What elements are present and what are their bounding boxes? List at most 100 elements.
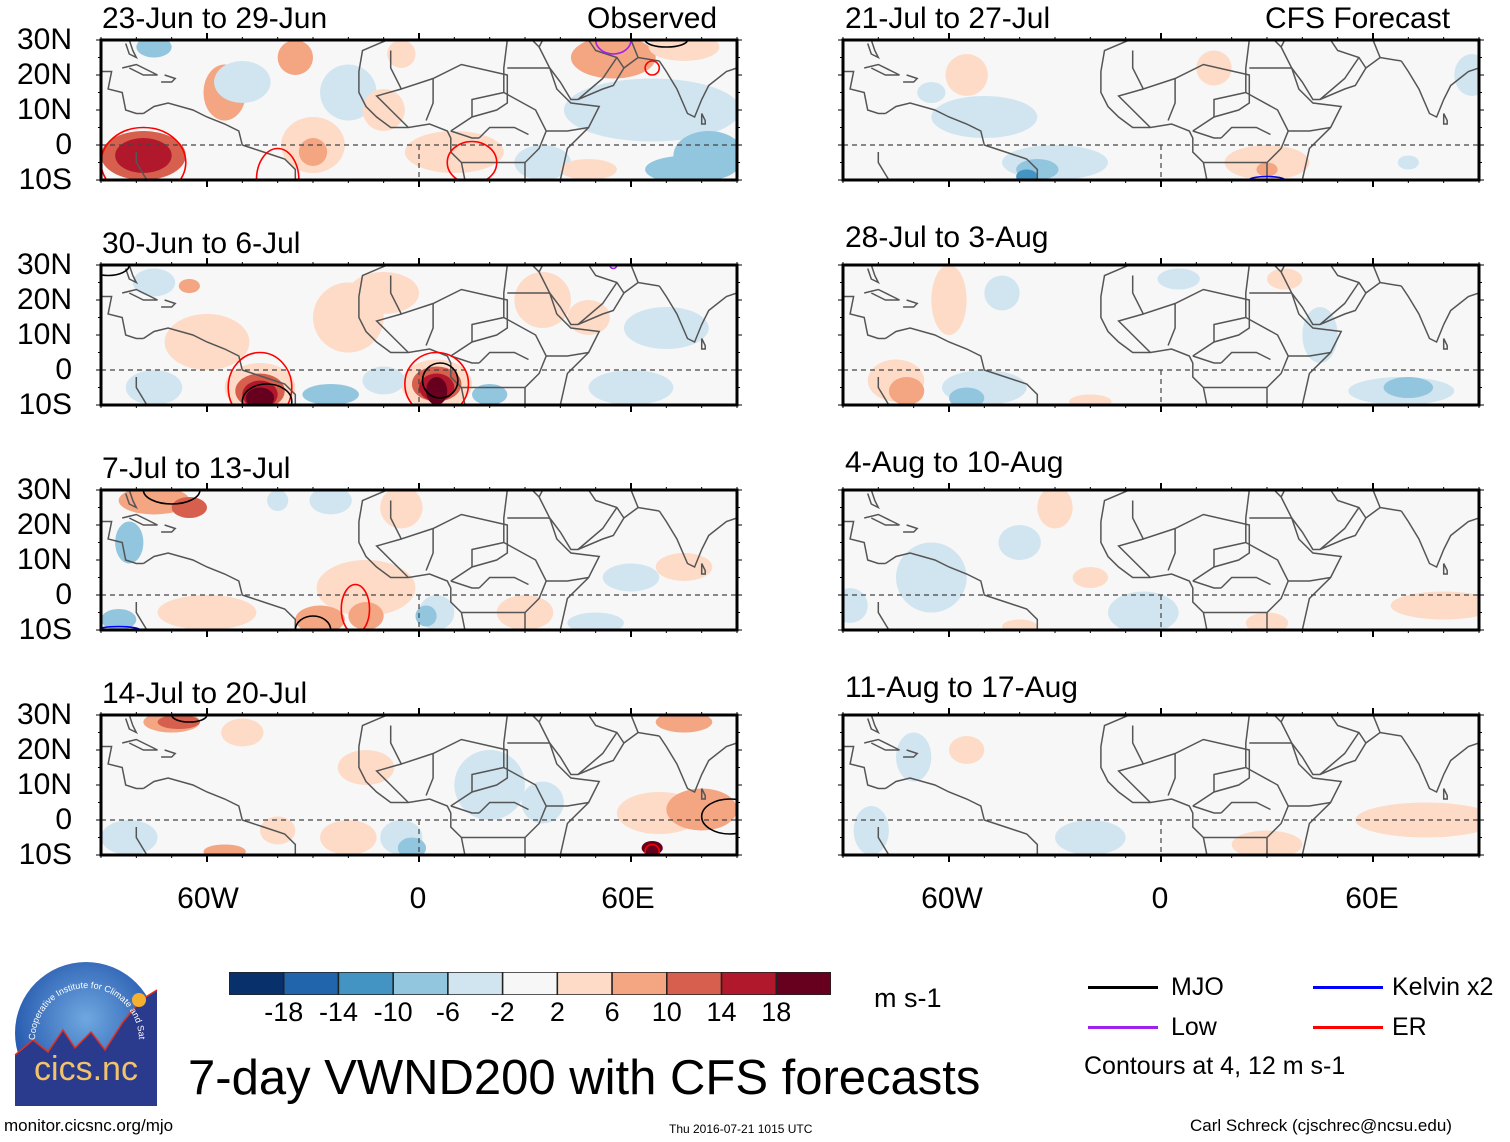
coastline (864, 288, 900, 301)
anomaly-region (645, 155, 730, 180)
coastline (358, 40, 601, 180)
coastline (389, 50, 509, 132)
contour-low (609, 265, 618, 270)
legend-line-kelvin (1313, 986, 1383, 989)
contour-er (340, 583, 371, 630)
coastline (546, 801, 589, 807)
coastline (546, 351, 589, 357)
coastline (375, 763, 409, 804)
anomaly-region (521, 781, 564, 824)
colorbar-tick-label: -6 (435, 997, 460, 1027)
colorbar-tick-label: -18 (264, 997, 304, 1027)
coastline (877, 827, 890, 855)
coastline (630, 265, 639, 283)
x-tick-label: 0 (409, 882, 427, 915)
y-tick-label: 0 (55, 353, 72, 386)
coastline (577, 507, 618, 551)
coastline (358, 521, 466, 630)
coastline (658, 265, 737, 344)
coastline (1100, 296, 1208, 405)
y-tick-label: 30N (16, 473, 72, 506)
coastline (375, 538, 409, 579)
coastline (101, 520, 144, 565)
coastline (124, 715, 138, 735)
logo-text: cics.nc (34, 1050, 138, 1088)
colorbar-swatch (720, 971, 778, 996)
anomaly-region (1055, 820, 1126, 855)
anomaly-region (221, 718, 264, 747)
anomaly-region (115, 521, 144, 564)
anomaly-region (157, 595, 257, 630)
coastline (884, 552, 1039, 630)
panel-title: 4-Aug to 10-Aug (845, 446, 1064, 479)
coastline (1442, 788, 1448, 800)
colorbar-tick-label: 14 (706, 997, 737, 1027)
anomaly-region (260, 816, 296, 845)
coastline (478, 351, 529, 364)
y-tick-label: 20N (16, 733, 72, 766)
contour-er (644, 843, 661, 855)
coastline (135, 377, 148, 405)
anomaly-region (945, 54, 988, 96)
anomaly-region (1069, 394, 1112, 405)
contour-er (404, 351, 470, 405)
coastline (1192, 805, 1222, 814)
y-tick-label: 10N (16, 768, 72, 801)
y-tick-label: 20N (16, 58, 72, 91)
anomaly-region (1016, 169, 1038, 180)
anomaly-region (125, 370, 183, 405)
contour-kelvin (1248, 175, 1286, 180)
contour-er (446, 140, 498, 180)
coastline (124, 265, 138, 285)
coastline (866, 490, 880, 510)
contour-mjo (700, 798, 737, 835)
y-tick-label: 10S (18, 388, 72, 421)
coastline (101, 70, 144, 115)
coastline (142, 327, 297, 405)
anomaly-region (362, 366, 405, 395)
coastline (389, 725, 509, 807)
coastline (1192, 580, 1222, 589)
source-url[interactable]: monitor.cicsnc.org/mjo (4, 1116, 174, 1135)
anomaly-region (178, 279, 200, 293)
coastline (1442, 563, 1448, 575)
coastline (101, 295, 144, 340)
colorbar-units: m s-1 (874, 983, 942, 1013)
coastline (866, 40, 880, 60)
colorbar-swatch (392, 971, 449, 996)
coastline (864, 738, 900, 751)
legend-label-kelvin: Kelvin x2 (1392, 973, 1494, 1001)
contour-er (255, 147, 300, 180)
map-panel-obs-4 (96, 708, 742, 862)
colorbar-tick-label: 18 (761, 997, 792, 1027)
anomaly-region (136, 40, 172, 58)
map-panel-obs-3 (96, 483, 742, 637)
contour-mjo (170, 715, 208, 723)
coastline (864, 63, 900, 76)
coastline (700, 788, 706, 800)
anomaly-region (337, 750, 395, 785)
coastline (630, 490, 639, 508)
contour-mjo (294, 615, 332, 630)
anomaly-region (560, 159, 617, 180)
coastline (658, 40, 737, 119)
legend-label-er: ER (1392, 1013, 1427, 1041)
coastline (358, 71, 466, 180)
anomaly-region (1108, 591, 1179, 630)
y-tick-label: 10N (16, 318, 72, 351)
anomaly-region (853, 806, 889, 855)
coastline (903, 749, 919, 758)
anomaly-region (348, 272, 419, 314)
coastline (1400, 40, 1479, 119)
coastline (1192, 355, 1222, 364)
observed-column-label: Observed (587, 2, 718, 35)
y-tick-label: 0 (55, 803, 72, 836)
coastline (658, 490, 737, 569)
contour-er (227, 351, 293, 405)
coastline (389, 275, 509, 357)
anomaly-region (641, 841, 663, 855)
coastline (1372, 715, 1381, 733)
coastline (866, 715, 880, 735)
coastline (1319, 507, 1360, 551)
coastline (1131, 500, 1251, 582)
